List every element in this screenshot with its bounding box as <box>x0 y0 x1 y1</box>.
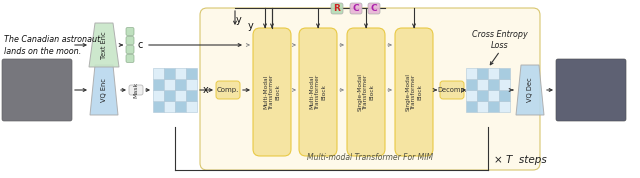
Text: C: C <box>371 4 378 13</box>
Text: R: R <box>333 4 340 13</box>
Text: Multi-modal Transformer For MIM: Multi-modal Transformer For MIM <box>307 153 433 162</box>
Bar <box>153 90 164 101</box>
FancyBboxPatch shape <box>368 3 380 14</box>
Bar <box>164 79 175 90</box>
Text: Comp.: Comp. <box>217 87 239 93</box>
Bar <box>466 68 477 79</box>
FancyBboxPatch shape <box>395 28 433 156</box>
FancyBboxPatch shape <box>2 59 72 121</box>
Bar <box>466 90 477 101</box>
FancyBboxPatch shape <box>2 59 72 121</box>
Bar <box>153 101 164 112</box>
Bar <box>499 79 510 90</box>
FancyBboxPatch shape <box>331 3 343 14</box>
Bar <box>175 90 186 101</box>
Bar <box>477 68 488 79</box>
Bar <box>488 79 499 90</box>
Bar <box>175 68 186 79</box>
Bar <box>164 68 175 79</box>
Bar <box>175 101 186 112</box>
FancyBboxPatch shape <box>556 59 626 121</box>
FancyBboxPatch shape <box>126 46 134 54</box>
Polygon shape <box>90 65 118 115</box>
Text: x: x <box>203 85 209 95</box>
Text: VQ Dec: VQ Dec <box>527 78 533 102</box>
Bar <box>186 90 197 101</box>
FancyBboxPatch shape <box>350 3 362 14</box>
FancyBboxPatch shape <box>347 28 385 156</box>
Text: × T  steps: × T steps <box>493 155 547 165</box>
Text: c: c <box>138 40 143 50</box>
FancyBboxPatch shape <box>556 59 626 121</box>
Text: Cross Entropy
Loss: Cross Entropy Loss <box>472 30 528 50</box>
Bar <box>164 101 175 112</box>
Bar <box>488 90 499 101</box>
FancyBboxPatch shape <box>440 81 464 99</box>
FancyBboxPatch shape <box>200 8 540 170</box>
FancyBboxPatch shape <box>126 36 134 44</box>
FancyBboxPatch shape <box>129 85 143 95</box>
Text: VQ Enc: VQ Enc <box>101 78 107 102</box>
Bar <box>186 68 197 79</box>
Text: y: y <box>248 21 254 31</box>
Text: lands on the moon.: lands on the moon. <box>4 46 81 56</box>
Text: The Canadian astronaut: The Canadian astronaut <box>4 35 100 43</box>
Bar <box>466 101 477 112</box>
Bar <box>499 101 510 112</box>
Polygon shape <box>516 65 544 115</box>
Bar <box>477 79 488 90</box>
Bar <box>499 90 510 101</box>
Text: Multi-Modal
Transformer
Block: Multi-Modal Transformer Block <box>263 74 281 110</box>
Bar <box>499 68 510 79</box>
Text: Decomp.: Decomp. <box>437 87 467 93</box>
Bar <box>466 79 477 90</box>
Text: Text Enc: Text Enc <box>101 31 107 59</box>
Bar <box>164 90 175 101</box>
Text: Multi-Modal
Transformer
Block: Multi-Modal Transformer Block <box>309 74 326 110</box>
Text: Mask: Mask <box>134 82 138 98</box>
Bar <box>186 101 197 112</box>
Polygon shape <box>89 23 119 67</box>
FancyBboxPatch shape <box>126 54 134 62</box>
Text: Single-Modal
Transformer
Block: Single-Modal Transformer Block <box>405 73 422 111</box>
Bar <box>477 101 488 112</box>
FancyBboxPatch shape <box>299 28 337 156</box>
Bar <box>488 101 499 112</box>
Bar <box>477 90 488 101</box>
FancyBboxPatch shape <box>216 81 240 99</box>
Bar <box>153 79 164 90</box>
FancyBboxPatch shape <box>253 28 291 156</box>
Bar <box>175 79 186 90</box>
Bar <box>186 79 197 90</box>
FancyBboxPatch shape <box>126 27 134 35</box>
Bar <box>488 68 499 79</box>
Text: C: C <box>353 4 359 13</box>
Bar <box>153 68 164 79</box>
Text: y: y <box>236 15 242 25</box>
Text: Single-Modal
Transformer
Block: Single-Modal Transformer Block <box>357 73 374 111</box>
